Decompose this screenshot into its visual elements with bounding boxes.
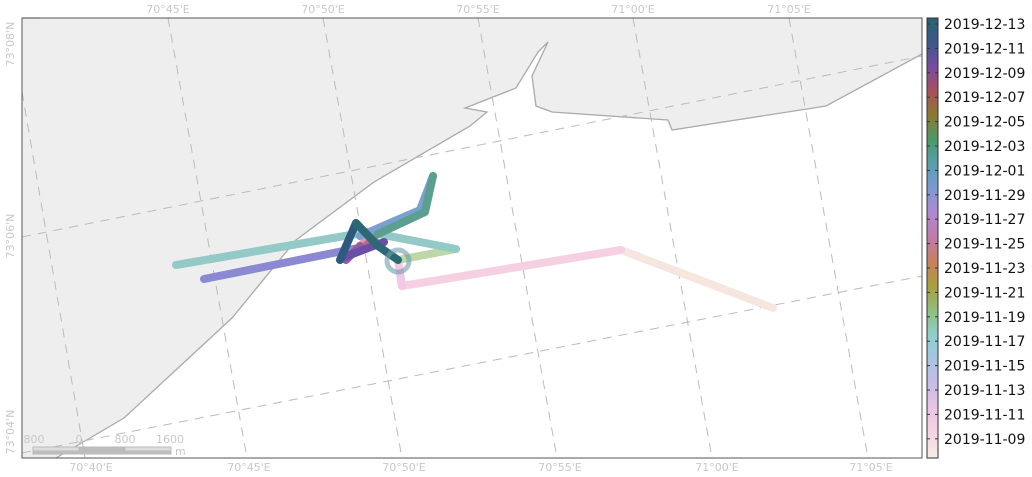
colorbar-date-label: 2019-12-11 — [944, 41, 1025, 57]
colorbar-date-label: 2019-12-09 — [944, 66, 1025, 82]
top-lon-labels: 70°45'E 70°50'E 70°55'E 71°00'E 71°05'E — [146, 3, 811, 16]
scale-bar-unit: m — [175, 445, 186, 458]
colorbar-ticks: 2019-12-13 2019-12-11 2019-12-09 2019-12-07… — [927, 17, 1025, 448]
date-colorbar: 2019-12-13 2019-12-11 2019-12-09 2019-12-07… — [926, 17, 1025, 459]
lat-label: 73°06'N — [4, 214, 17, 259]
graticule-parallel — [21, 275, 923, 454]
lat-label: 73°04'N — [4, 410, 17, 455]
scale-bar-segment — [32, 450, 172, 455]
graticule-meridian — [322, 17, 403, 459]
scale-bar-segment — [32, 446, 80, 452]
lon-label-top: 70°55'E — [456, 3, 500, 16]
colorbar-date-label: 2019-11-17 — [944, 334, 1025, 350]
scale-bar-label: 1600 — [156, 433, 184, 446]
bottom-lon-labels: 70°40'E 70°45'E 70°50'E 70°55'E 71°00'E … — [69, 461, 893, 474]
map-frame — [21, 17, 923, 459]
track-segment[interactable] — [374, 172, 437, 238]
scale-bar-segment — [78, 446, 126, 452]
scale-bar-segment — [124, 446, 172, 452]
scale-bar-label: 800 — [115, 433, 136, 446]
track-segment[interactable] — [398, 246, 625, 290]
lon-label-bottom: 71°05'E — [849, 461, 893, 474]
colorbar-date-label: 2019-11-11 — [944, 407, 1025, 423]
lon-label-bottom: 70°40'E — [69, 461, 113, 474]
lon-label-top: 70°50'E — [301, 3, 345, 16]
graticule-meridian — [477, 17, 558, 459]
scale-bar: 800 0 800 1600 m — [24, 433, 186, 458]
lon-label-top: 71°05'E — [767, 3, 811, 16]
colorbar-date-label: 2019-11-21 — [944, 285, 1025, 301]
lon-label-top: 71°00'E — [611, 3, 655, 16]
lat-label: 73°08'N — [4, 22, 17, 67]
colorbar-date-label: 2019-11-27 — [944, 212, 1025, 228]
graticule — [21, 17, 923, 459]
track-segment[interactable] — [617, 246, 777, 312]
colorbar-date-label: 2019-11-25 — [944, 237, 1025, 253]
lon-label-bottom: 70°55'E — [538, 461, 582, 474]
graticule-meridian — [21, 91, 86, 459]
land-west — [22, 18, 922, 458]
lon-label-bottom: 71°00'E — [695, 461, 739, 474]
colorbar-gradient — [926, 17, 939, 459]
track-layer — [172, 172, 777, 312]
lon-label-top: 70°45'E — [146, 3, 190, 16]
colorbar-date-label: 2019-11-15 — [944, 359, 1025, 375]
colorbar-date-label: 2019-11-23 — [944, 261, 1025, 277]
colorbar-date-label: 2019-12-01 — [944, 163, 1025, 179]
lat-labels: 73°08'N 73°06'N 73°04'N — [4, 22, 17, 455]
colorbar-date-label: 2019-11-09 — [944, 432, 1025, 448]
colorbar-date-label: 2019-11-19 — [944, 310, 1025, 326]
scale-bar-label: 800 — [24, 433, 45, 446]
colorbar-date-label: 2019-12-13 — [944, 17, 1025, 33]
graticule-meridian — [788, 17, 869, 459]
track-segment[interactable] — [336, 219, 360, 264]
colorbar-date-label: 2019-11-13 — [944, 383, 1025, 399]
colorbar-date-label: 2019-12-03 — [944, 139, 1025, 155]
colorbar-date-label: 2019-12-05 — [944, 115, 1025, 131]
graticule-meridian — [632, 17, 713, 459]
colorbar-date-label: 2019-11-29 — [944, 188, 1025, 204]
track-end-marker[interactable] — [384, 247, 412, 275]
lon-label-bottom: 70°50'E — [382, 461, 426, 474]
colorbar-date-label: 2019-12-07 — [944, 90, 1025, 106]
track-segment[interactable] — [200, 244, 362, 283]
graticule-meridian — [167, 17, 248, 459]
scale-bar-label: 0 — [76, 433, 83, 446]
lon-label-bottom: 70°45'E — [227, 461, 271, 474]
coastline — [55, 41, 923, 459]
